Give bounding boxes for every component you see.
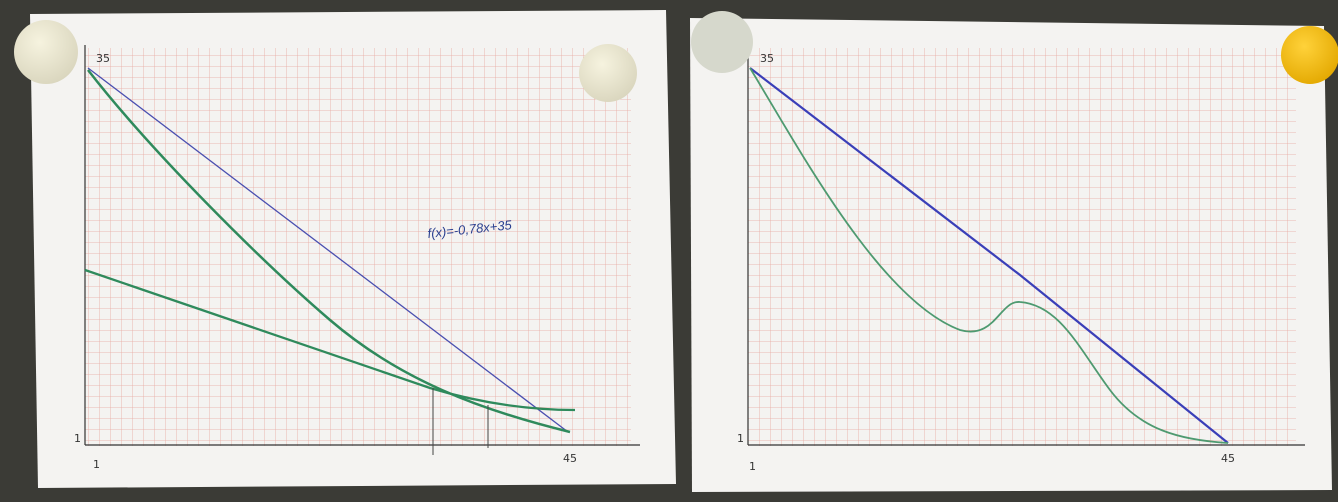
magnet — [1281, 26, 1338, 84]
graph-grid — [748, 48, 1296, 446]
y-top-label: 35 — [760, 52, 774, 65]
magnet — [579, 44, 637, 102]
page: {"panels": [ {"y_top_label": "35", "y_bo… — [0, 0, 1338, 498]
y-bottom-label: 1 — [74, 432, 81, 445]
right-sheet: 35 1 1 45 — [690, 11, 1338, 492]
x-left-label: 1 — [93, 458, 100, 471]
x-right-label: 45 — [1221, 452, 1235, 465]
left-sheet: 35 1 1 45 f(x)=-0,78x+35 — [14, 10, 676, 488]
magnet — [14, 20, 78, 84]
x-right-label: 45 — [563, 452, 577, 465]
y-top-label: 35 — [96, 52, 110, 65]
magnet — [691, 11, 753, 73]
y-bottom-label: 1 — [737, 432, 744, 445]
graph-grid — [85, 48, 631, 446]
photo: 35 1 1 45 f(x)=-0,78x+35 35 1 1 45 — [0, 0, 1338, 498]
x-left-label: 1 — [749, 460, 756, 473]
